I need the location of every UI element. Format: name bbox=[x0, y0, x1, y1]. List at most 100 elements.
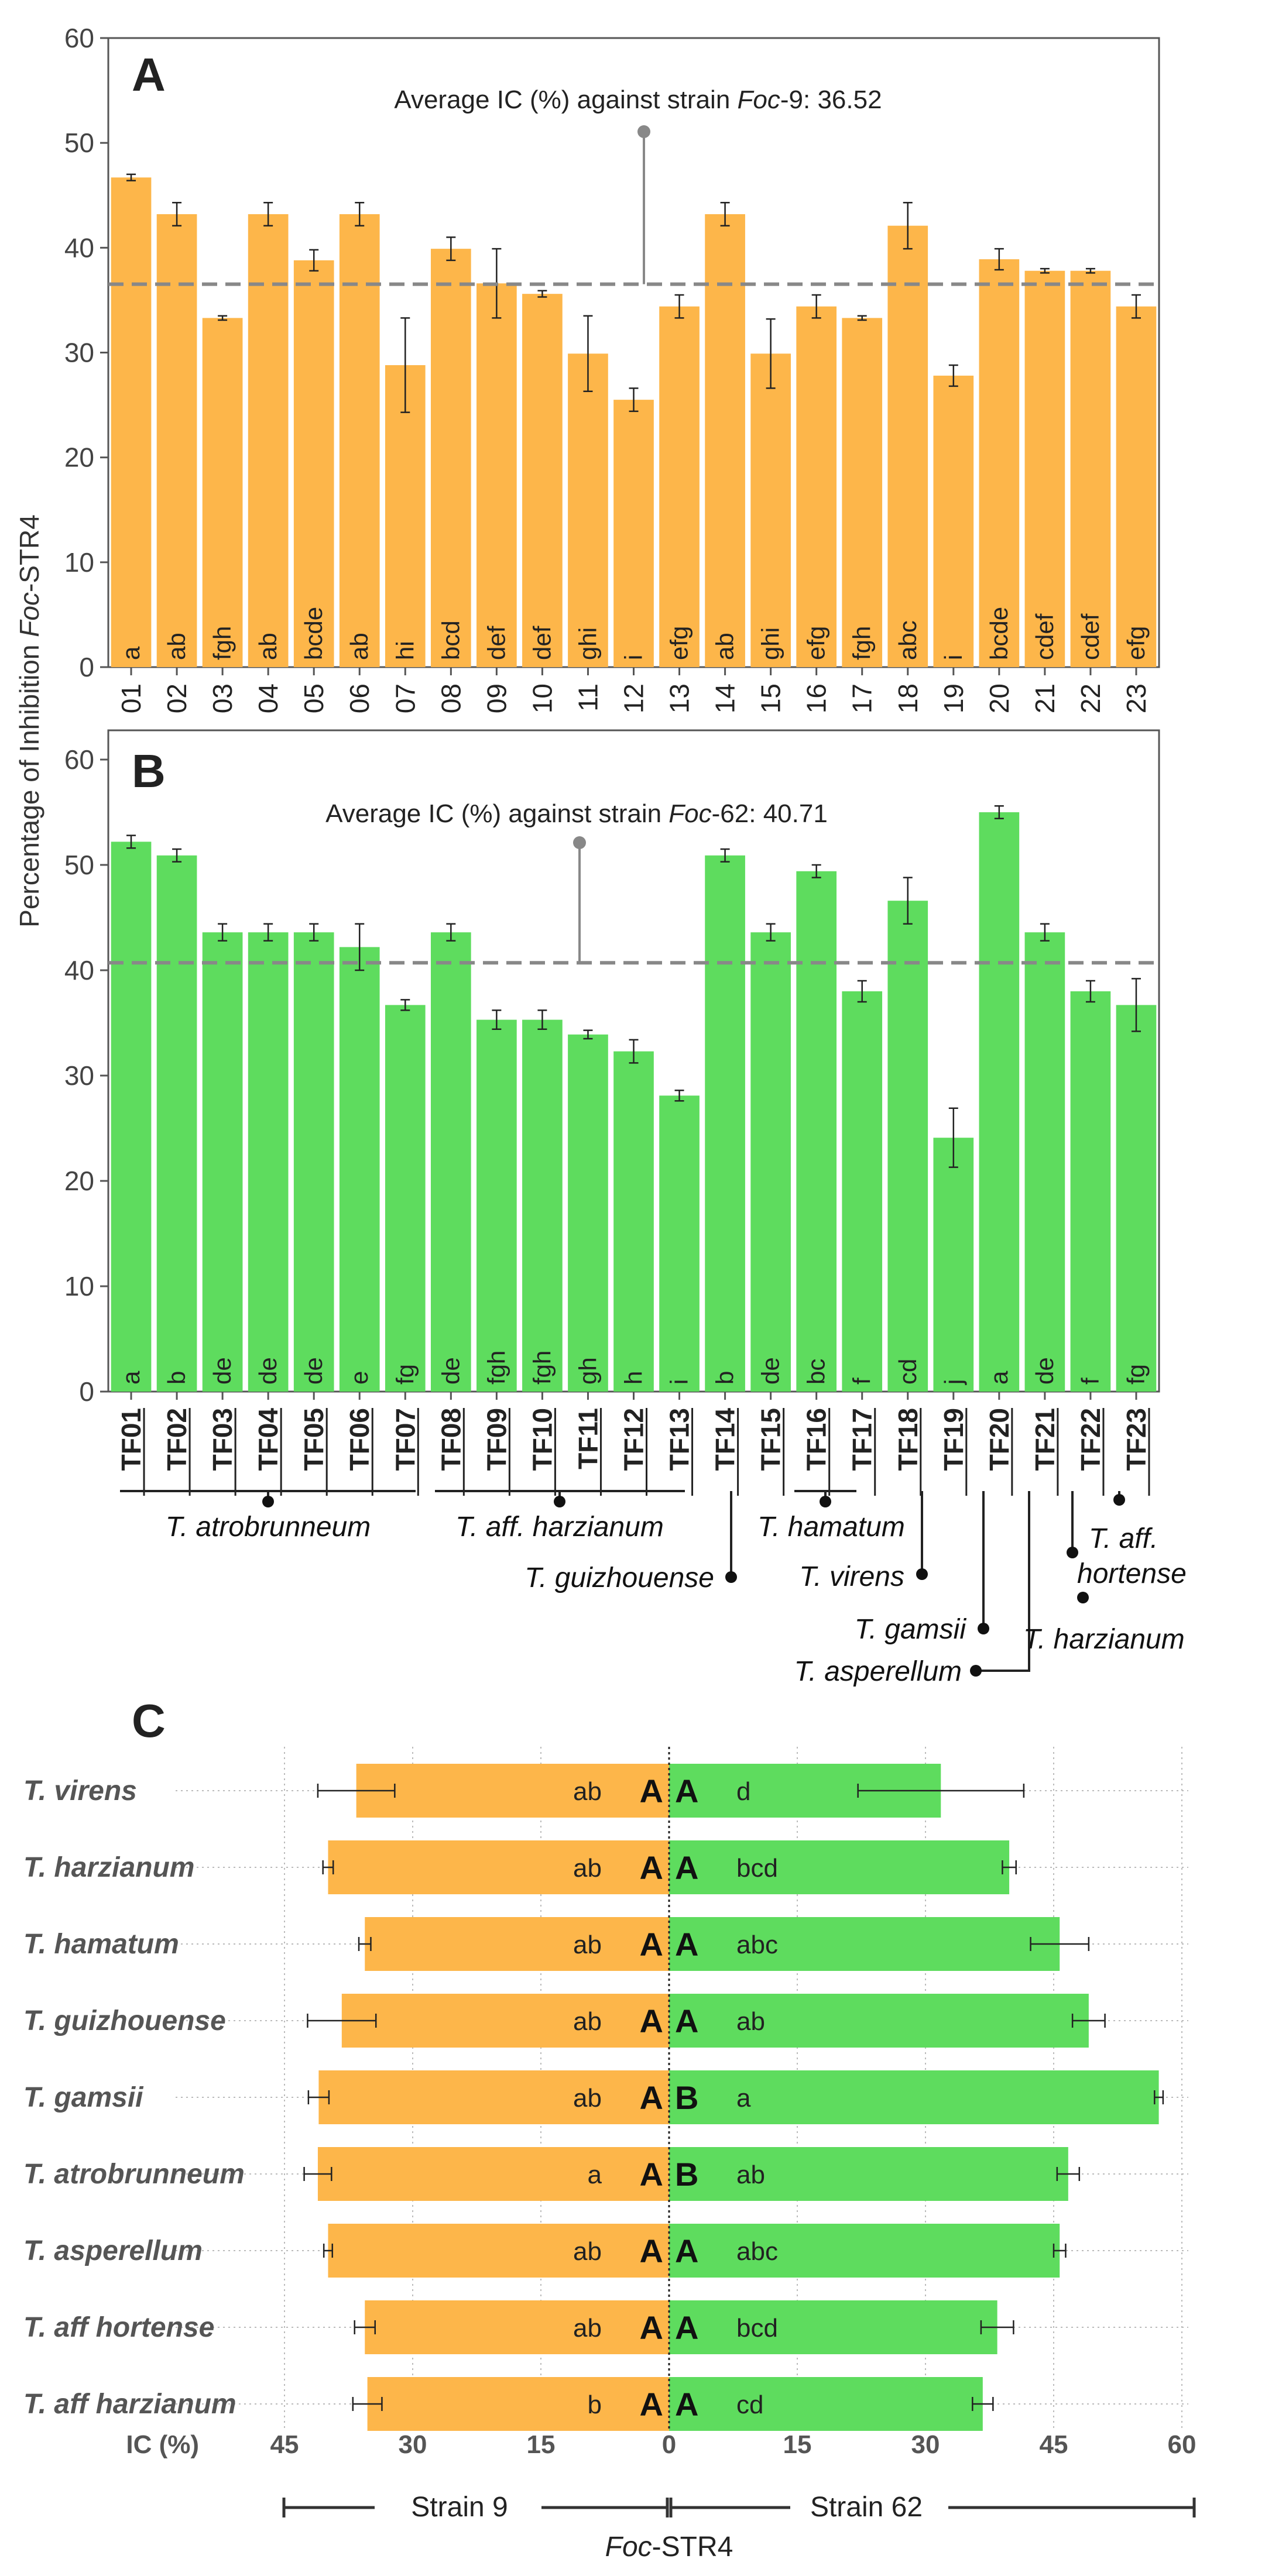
group-dot-aff-hortense bbox=[1077, 1592, 1089, 1603]
bar bbox=[705, 214, 745, 667]
bar bbox=[613, 1051, 654, 1392]
bar bbox=[933, 375, 974, 667]
panel-a-annotation: Average IC (%) against strain Foc-9: 36.… bbox=[394, 85, 882, 114]
x-tick-label: 14 bbox=[710, 684, 741, 713]
letter-strain-62: ab bbox=[736, 2007, 765, 2036]
x-tick-label: TF16 bbox=[801, 1408, 832, 1471]
x-tick-label: 03 bbox=[207, 684, 238, 713]
group-dot-aff-harzianum bbox=[554, 1496, 565, 1507]
bar bbox=[385, 1005, 426, 1392]
letter-strain-62: bcd bbox=[736, 2314, 778, 2343]
x-tick-label: 13 bbox=[664, 684, 695, 713]
significance-letter: h bbox=[620, 1371, 647, 1385]
panel-c-x-axis: 45 30 15 0 15 30 45 60 bbox=[270, 2430, 1197, 2459]
significance-letter: cdef bbox=[1077, 613, 1104, 660]
species-label: T. hamatum bbox=[23, 1929, 179, 1960]
significance-letter: ab bbox=[163, 633, 190, 660]
group-letter-strain-9: A bbox=[640, 2386, 663, 2423]
x-tick-label: 45 bbox=[1040, 2430, 1068, 2459]
x-tick-label: 30 bbox=[911, 2430, 940, 2459]
x-tick-label: TF07 bbox=[390, 1408, 420, 1471]
species-label: T. aff harzianum bbox=[23, 2389, 236, 2420]
bar bbox=[202, 318, 243, 667]
significance-letter: f bbox=[848, 1378, 876, 1385]
group-letter-strain-9: A bbox=[640, 2079, 663, 2116]
bar bbox=[659, 306, 700, 667]
bar-strain-9 bbox=[328, 2224, 669, 2278]
x-tick-label: 15 bbox=[756, 684, 786, 713]
significance-letter: i bbox=[940, 655, 967, 660]
group-letter-strain-62: A bbox=[675, 1926, 698, 1963]
x-tick-label: 45 bbox=[270, 2430, 299, 2459]
y-tick-label: 10 bbox=[64, 547, 94, 578]
y-tick-label: 40 bbox=[64, 955, 94, 985]
mean-stem-dot bbox=[573, 836, 586, 849]
x-tick-label: 09 bbox=[481, 684, 512, 713]
x-tick-label: 21 bbox=[1030, 684, 1060, 713]
strain-range-bar bbox=[282, 2498, 1196, 2517]
significance-letter: b bbox=[711, 1371, 739, 1385]
x-tick-label: 11 bbox=[572, 684, 603, 712]
bar bbox=[111, 177, 152, 668]
letter-strain-9: ab bbox=[573, 1777, 602, 1806]
y-tick-label: 10 bbox=[64, 1271, 94, 1301]
significance-letter: bcd bbox=[437, 620, 464, 660]
significance-letter: bcde bbox=[985, 607, 1013, 660]
letter-strain-9: ab bbox=[573, 1854, 602, 1883]
significance-letter: fg bbox=[391, 1364, 419, 1385]
bar bbox=[979, 259, 1020, 668]
letter-strain-9: ab bbox=[573, 1931, 602, 1959]
group-letter-strain-62: A bbox=[675, 1849, 698, 1886]
significance-letter: a bbox=[117, 646, 145, 660]
group-letter-strain-9: A bbox=[640, 2003, 663, 2039]
species-label: T. virens bbox=[23, 1775, 137, 1806]
mean-stem-dot bbox=[637, 125, 650, 138]
significance-letter: ab bbox=[254, 633, 282, 660]
bar-strain-62 bbox=[669, 2377, 983, 2431]
letter-strain-9: ab bbox=[573, 2237, 602, 2266]
x-tick-label: TF14 bbox=[710, 1408, 741, 1471]
x-tick-label: TF20 bbox=[984, 1408, 1014, 1471]
significance-letter: i bbox=[620, 655, 647, 660]
panel-b: B Average IC (%) against strain Foc-62: … bbox=[64, 729, 1187, 1687]
significance-letter: e bbox=[345, 1371, 373, 1385]
group-dot-virens bbox=[916, 1568, 928, 1580]
bar bbox=[430, 932, 471, 1392]
letter-strain-62: abc bbox=[736, 2237, 778, 2266]
bar bbox=[385, 365, 426, 667]
y-tick-label: 0 bbox=[79, 1376, 94, 1407]
significance-letter: b bbox=[163, 1371, 190, 1385]
panel-a-label: A bbox=[132, 49, 166, 101]
y-tick-label: 30 bbox=[64, 1060, 94, 1091]
x-tick-label: 12 bbox=[619, 684, 649, 713]
bar-strain-62 bbox=[669, 2300, 997, 2354]
bar bbox=[248, 932, 289, 1392]
significance-letter: cd bbox=[894, 1359, 921, 1385]
significance-letter: abc bbox=[894, 620, 921, 660]
bar bbox=[796, 306, 837, 667]
group-dot-asperellum bbox=[970, 1665, 982, 1677]
group-label-atrobrunneum: T. atrobrunneum bbox=[166, 1512, 371, 1543]
significance-letter: bcde bbox=[300, 607, 327, 660]
group-dot-atrobrunneum bbox=[262, 1496, 274, 1507]
y-tick-label: 0 bbox=[79, 652, 94, 682]
group-label-hamatum: T. hamatum bbox=[757, 1512, 905, 1543]
letter-strain-62: d bbox=[736, 1777, 750, 1806]
bar bbox=[293, 260, 334, 667]
bar bbox=[248, 214, 289, 667]
group-dot-hortense bbox=[1113, 1494, 1125, 1506]
group-letter-strain-9: A bbox=[640, 2309, 663, 2346]
letter-strain-62: bcd bbox=[736, 1854, 778, 1883]
x-tick-label: TF13 bbox=[664, 1408, 695, 1471]
y-tick-label: 50 bbox=[64, 850, 94, 880]
panel-a: A Average IC (%) against strain Foc-9: 3… bbox=[64, 23, 1160, 713]
bar-strain-62 bbox=[669, 2070, 1159, 2124]
bar bbox=[842, 991, 883, 1392]
letter-strain-62: abc bbox=[736, 1931, 778, 1959]
bar bbox=[1116, 1005, 1157, 1392]
x-tick-label: 16 bbox=[801, 684, 832, 713]
x-tick-label: 02 bbox=[162, 684, 192, 713]
y-tick-label: 60 bbox=[64, 744, 94, 775]
